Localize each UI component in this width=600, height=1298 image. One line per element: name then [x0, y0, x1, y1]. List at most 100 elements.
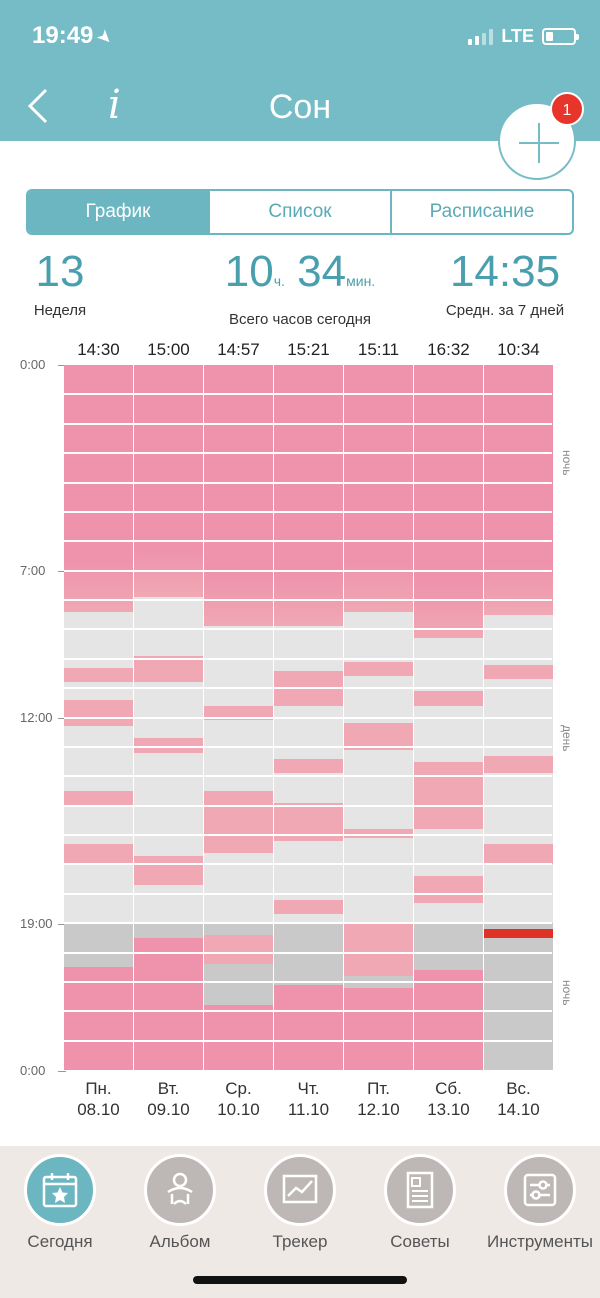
sleep-segment[interactable] [64, 967, 133, 1070]
side-label-night-2: ночь [560, 980, 574, 1006]
grid-line [64, 657, 552, 660]
location-arrow-icon: ➤ [92, 24, 118, 50]
weekday: Пн. [85, 1079, 112, 1098]
total-label: Всего часов сегодня [229, 311, 371, 328]
signal-icon [468, 28, 494, 45]
sleep-segment[interactable] [64, 790, 133, 806]
nav-tips[interactable]: Советы [365, 1154, 475, 1252]
sleep-segment[interactable] [204, 790, 273, 853]
sleep-segment[interactable] [484, 843, 553, 865]
week-value: 13 [35, 247, 85, 296]
day-total-0: 14:30 [77, 340, 120, 359]
calendar-star-icon [24, 1154, 96, 1226]
baby-icon [144, 1154, 216, 1226]
grid-line [64, 687, 552, 690]
grid-line [64, 1039, 552, 1042]
day-total-3: 15:21 [287, 340, 330, 359]
nav-tracker[interactable]: Трекер [245, 1154, 355, 1252]
sleep-segment[interactable] [274, 758, 343, 774]
date: 08.10 [77, 1100, 120, 1119]
sleep-segment[interactable] [414, 876, 483, 903]
day-total-4: 15:11 [357, 340, 400, 359]
grid-line [64, 804, 552, 807]
weekday: Вт. [157, 1079, 180, 1098]
avg-value: 14:35 [449, 247, 561, 296]
grid-line [64, 745, 552, 748]
sleep-segment[interactable] [134, 738, 203, 753]
tab-schedule[interactable]: Расписание [429, 201, 535, 222]
evening-band [484, 923, 553, 1070]
sleep-segment[interactable] [204, 934, 273, 965]
day-label-4: Пт. 12.10 [344, 1078, 413, 1120]
nav-label-tools: Инструменты [486, 1232, 593, 1251]
sleep-segment[interactable] [64, 843, 133, 865]
battery-icon [542, 28, 579, 45]
sleep-segment[interactable] [344, 723, 413, 750]
date: 10.10 [217, 1100, 260, 1119]
nav-album[interactable]: Альбом [125, 1154, 235, 1252]
sleep-segment[interactable] [344, 365, 413, 612]
sleep-segment[interactable] [414, 761, 483, 830]
sleep-segment[interactable] [134, 855, 203, 885]
sleep-segment[interactable] [134, 365, 203, 598]
status-bar-right: LTE [468, 26, 579, 47]
day-total-5: 16:32 [427, 340, 470, 359]
sleep-segment[interactable] [414, 365, 483, 639]
nav-tools[interactable]: Инструменты [480, 1154, 600, 1252]
sleep-segment[interactable] [414, 970, 483, 1070]
sleep-segment[interactable] [64, 699, 133, 727]
tab-list[interactable]: Список [210, 191, 392, 233]
sleep-segment[interactable] [344, 829, 413, 838]
plus-icon [519, 123, 559, 163]
sleep-segment[interactable] [484, 365, 553, 615]
sleep-segment[interactable] [134, 937, 203, 1070]
minutes-unit: мин. [346, 273, 376, 289]
nav-label-today: Сегодня [27, 1232, 93, 1251]
sleep-segment[interactable] [274, 365, 343, 627]
sleep-segment[interactable] [484, 664, 553, 680]
day-total-6: 10:34 [497, 340, 540, 359]
grid-line [64, 393, 552, 396]
stat-total-today: 10ч. 34мин. Всего часов сегодня [195, 248, 405, 329]
back-button[interactable] [26, 88, 56, 124]
grid-line [64, 422, 552, 425]
sleep-segment[interactable] [344, 661, 413, 677]
view-tabs: График Список Расписание [26, 189, 574, 235]
nav-today[interactable]: Сегодня [5, 1154, 115, 1252]
weekday: Вс. [506, 1079, 531, 1098]
home-indicator [193, 1276, 407, 1284]
grid-line [64, 834, 552, 836]
sleep-segment[interactable] [134, 655, 203, 683]
sleep-segment[interactable] [484, 929, 553, 938]
chart-line-icon [264, 1154, 336, 1226]
sleep-segment[interactable] [64, 667, 133, 683]
date: 11.10 [287, 1100, 330, 1119]
nav-label-album: Альбом [149, 1232, 211, 1251]
sleep-chart: 0:00 7:00 12:00 19:00 0:00 ночь день ноч… [0, 330, 600, 1120]
grid-line [64, 599, 552, 601]
side-label-day: день [560, 725, 574, 752]
info-button[interactable]: i [108, 82, 121, 128]
day-total-1: 15:00 [147, 340, 190, 359]
sleep-segment[interactable] [484, 755, 553, 774]
weekday: Чт. [297, 1079, 320, 1098]
status-time: 19:49➤ [32, 22, 118, 50]
sleep-segment[interactable] [344, 987, 413, 1070]
day-label-2: Ср. 10.10 [204, 1078, 273, 1120]
weekday: Ср. [225, 1079, 252, 1098]
date: 14.10 [497, 1100, 540, 1119]
y-label-0: 0:00 [20, 357, 66, 372]
sleep-segment[interactable] [64, 365, 133, 612]
sleep-segment[interactable] [204, 1005, 273, 1070]
nav-label-tips: Советы [390, 1232, 450, 1251]
nav-label-tracker: Трекер [272, 1232, 328, 1251]
sleep-segment[interactable] [274, 984, 343, 1070]
day-label-0: Пн. 08.10 [64, 1078, 133, 1120]
sleep-segment[interactable] [204, 365, 273, 627]
sleep-segment[interactable] [274, 899, 343, 915]
sleep-segment[interactable] [414, 691, 483, 706]
grid-line [64, 628, 552, 631]
sleep-segment[interactable] [344, 923, 413, 976]
tab-chart[interactable]: График [28, 191, 210, 233]
date: 09.10 [147, 1100, 190, 1119]
